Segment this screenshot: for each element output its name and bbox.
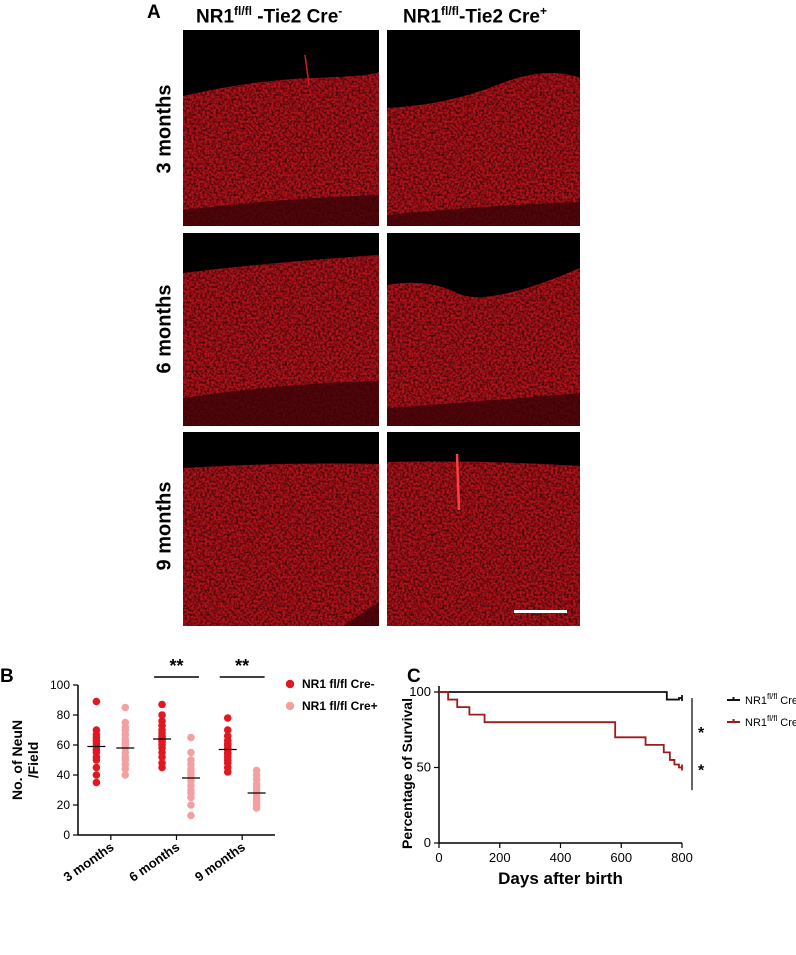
legend-suffix: Cre xyxy=(777,717,796,729)
x-tick-label: 0 xyxy=(435,850,442,865)
y-tick-label: 80 xyxy=(57,708,71,722)
column-header-cre-positive: NR1fl/fl-Tie2 Cre+ xyxy=(403,4,547,28)
x-tick-label: 3 months xyxy=(61,839,117,884)
y-axis-label-line: /Field xyxy=(25,742,41,779)
data-point xyxy=(92,771,101,779)
micrograph-3m-cre-pos xyxy=(387,30,580,226)
data-point xyxy=(158,753,166,761)
data-point xyxy=(121,703,130,712)
panel-c-letter: C xyxy=(407,666,421,687)
x-tick-label: 800 xyxy=(671,850,693,865)
data-point xyxy=(92,756,101,764)
data-point xyxy=(223,726,232,734)
data-point xyxy=(92,697,101,706)
legend-main: NR1 xyxy=(745,717,767,729)
col-head-rest: -Tie2 Cre xyxy=(252,6,339,28)
data-point xyxy=(252,804,261,812)
survival-line xyxy=(439,691,682,701)
data-point xyxy=(223,714,232,722)
col-head-main: NR1 xyxy=(196,6,235,28)
data-point xyxy=(121,765,130,773)
col-head-tail-sup: + xyxy=(539,4,547,18)
row-label-6-months: 6 months xyxy=(153,284,176,374)
col-head-main: NR1 xyxy=(403,6,442,28)
x-tick-label: 200 xyxy=(489,850,511,865)
y-axis-label: No. of NeuN/Field xyxy=(9,720,41,800)
data-point xyxy=(187,733,195,742)
y-tick-label: 100 xyxy=(409,684,431,699)
y-tick-label: 20 xyxy=(57,798,71,812)
y-tick-label: 50 xyxy=(417,760,431,775)
data-point xyxy=(187,793,195,802)
column-header-cre-negative: NR1fl/fl -Tie2 Cre- xyxy=(196,4,342,28)
data-point xyxy=(187,801,195,809)
survival-chart: 0 50 100 0 200 400 600 800 Days after birth Perce… xyxy=(400,684,796,888)
data-point xyxy=(92,778,101,787)
legend-marker xyxy=(285,701,295,711)
micrograph-6m-cre-pos xyxy=(387,233,580,426)
legend-sup: fl/fl xyxy=(767,692,777,701)
y-axis-label-line: No. of NeuN xyxy=(9,720,25,800)
y-axis-label: Percentage of Survival xyxy=(400,698,415,849)
data-point xyxy=(121,771,130,779)
significance-label: * xyxy=(698,763,705,780)
col-head-tail-sup: - xyxy=(338,4,343,18)
data-point xyxy=(158,711,166,719)
legend-sup: fl/fl xyxy=(767,714,777,723)
x-tick-label: 600 xyxy=(610,850,632,865)
legend-marker xyxy=(285,679,295,689)
survival-line xyxy=(439,691,682,769)
y-tick-label: 60 xyxy=(57,738,71,752)
x-tick-label: 9 months xyxy=(192,839,248,884)
data-point xyxy=(158,700,166,709)
legend-label: NR1fl/fl Cre- xyxy=(745,692,796,707)
x-tick-label: 6 months xyxy=(126,839,182,884)
data-point xyxy=(187,811,195,820)
micrograph-3m-cre-neg xyxy=(183,30,379,226)
y-tick-label: 0 xyxy=(63,828,70,842)
col-head-sup: fl/fl xyxy=(234,4,253,18)
legend-label: NR1fl/fl Cre+ xyxy=(745,714,796,729)
y-tick-label: 40 xyxy=(57,768,71,782)
data-point xyxy=(187,748,195,757)
neun-scatter-chart: 0 20 40 60 80 100 3 months 6 months 9 months No. … xyxy=(9,656,378,885)
panel-a-letter: A xyxy=(147,2,161,23)
x-tick-label: 400 xyxy=(550,850,572,865)
legend-suffix: Cre xyxy=(777,695,796,707)
row-label-9-months: 9 months xyxy=(153,481,176,571)
panel-b-letter: B xyxy=(0,666,14,687)
data-point xyxy=(92,763,101,772)
col-head-rest: -Tie2 Cre xyxy=(459,6,540,28)
significance-label: * xyxy=(698,725,705,742)
significance-label: ** xyxy=(235,656,249,676)
col-head-sup: fl/fl xyxy=(441,4,460,18)
micrograph-9m-cre-pos xyxy=(387,432,580,626)
legend-label: NR1 fl/fl Cre+ xyxy=(302,699,378,713)
legend-main: NR1 xyxy=(745,695,767,707)
y-tick-label: 100 xyxy=(50,678,70,692)
data-point xyxy=(223,768,232,776)
micrograph-9m-cre-neg xyxy=(183,432,379,626)
significance-label: ** xyxy=(169,656,183,676)
row-label-3-months: 3 months xyxy=(153,84,176,174)
data-point xyxy=(158,763,166,772)
micrograph-6m-cre-neg xyxy=(183,233,379,426)
legend-label: NR1 fl/fl Cre- xyxy=(302,677,375,691)
scale-bar xyxy=(514,610,567,613)
y-tick-label: 0 xyxy=(424,835,431,850)
x-axis-label: Days after birth xyxy=(498,869,623,888)
